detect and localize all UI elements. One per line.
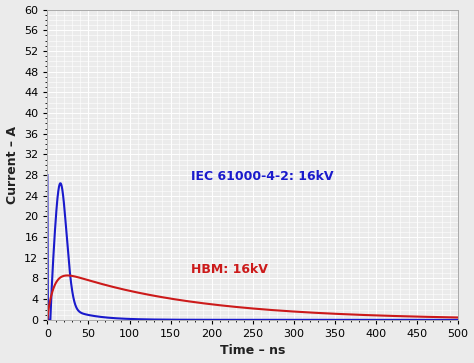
- Y-axis label: Current – A: Current – A: [6, 126, 18, 204]
- X-axis label: Time – ns: Time – ns: [220, 344, 285, 358]
- Text: IEC 61000-4-2: 16kV: IEC 61000-4-2: 16kV: [191, 170, 334, 183]
- Text: HBM: 16kV: HBM: 16kV: [191, 263, 268, 276]
